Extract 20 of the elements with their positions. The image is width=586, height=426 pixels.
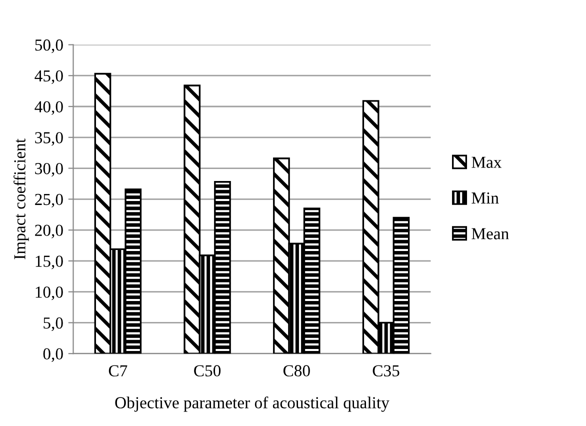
x-tick-label: C35 <box>372 365 400 376</box>
y-tick-label: 20,0 <box>35 224 63 238</box>
y-tick-label: 25,0 <box>35 194 63 208</box>
y-tick-label: 10,0 <box>36 286 63 300</box>
y-tick-label: 5,0 <box>44 317 63 332</box>
y-tick-label: 15,0 <box>36 256 63 270</box>
y-tick-label: 30,0 <box>35 162 63 177</box>
y-tick-label: 0,0 <box>43 348 63 362</box>
x-tick-label: C7 <box>108 365 128 376</box>
y-tick-label: 45,0 <box>34 70 63 84</box>
legend-label: Max <box>472 156 502 168</box>
y-axis-title: Impact coefficient <box>14 138 29 260</box>
y-tick-label: 50,0 <box>35 39 63 54</box>
x-tick-label: C50 <box>194 365 221 376</box>
y-tick-label: 40,0 <box>34 101 63 115</box>
legend-label: Mean <box>472 228 509 240</box>
legend-label: Min <box>472 192 499 204</box>
x-axis-title: Objective parameter of acoustical quality <box>115 396 390 412</box>
y-tick-label: 35,0 <box>35 132 63 146</box>
x-tick-label: C80 <box>283 365 310 376</box>
